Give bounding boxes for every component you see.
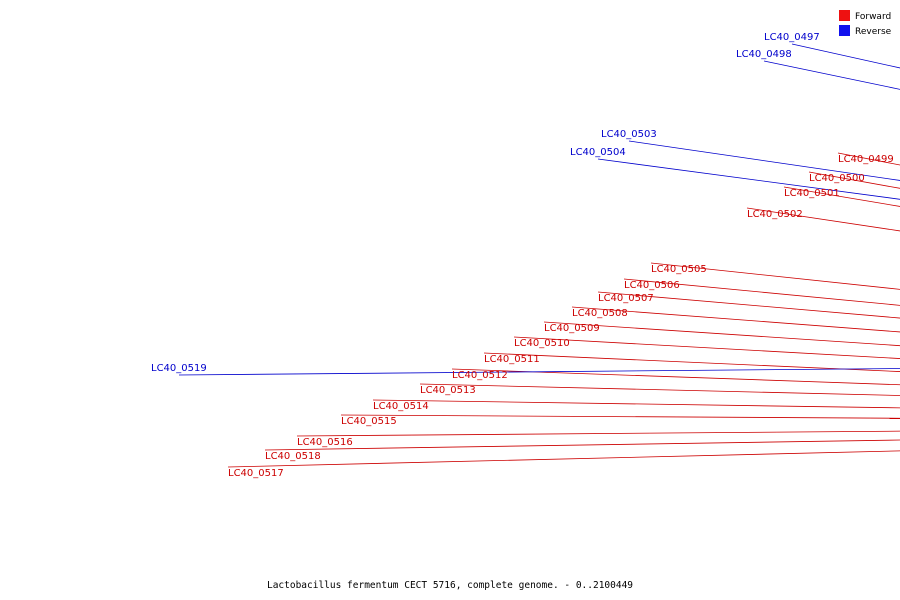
gene-label-lc40-0507[interactable]: LC40_0507 [598,293,654,304]
legend-reverse-label: Reverse [855,27,892,37]
gene-label-lc40-0498[interactable]: LC40_0498 [736,49,792,60]
gene-leader-line [451,368,900,386]
gene-leader-line [227,450,900,468]
gene-label-lc40-0508[interactable]: LC40_0508 [572,308,628,319]
gene-label-lc40-0502[interactable]: LC40_0502 [747,209,803,220]
gene-leader-line [543,321,900,347]
gene-leader-line [837,152,900,166]
gene-label-lc40-0510[interactable]: LC40_0510 [514,338,570,349]
gene-label-lc40-0497[interactable]: LC40_0497 [764,32,820,43]
gene-leader-line [571,306,900,333]
gene-label-lc40-0505[interactable]: LC40_0505 [651,264,707,275]
gene-label-lc40-0515[interactable]: LC40_0515 [341,416,397,427]
gene-labels: LC40_0497 LC40_0498 LC40_0499 LC40_0500 LC40… [151,32,894,479]
gene-label-lc40-0503[interactable]: LC40_0503 [601,129,657,140]
gene-label-lc40-0512[interactable]: LC40_0512 [452,370,508,381]
gene-label-lc40-0511[interactable]: LC40_0511 [484,354,540,365]
legend-forward-label: Forward [855,12,891,22]
gene-label-lc40-0509[interactable]: LC40_0509 [544,323,600,334]
legend-reverse-swatch [839,25,850,36]
gene-label-leaders [178,43,900,468]
gene-leader-line [419,383,900,396]
gene-leader-line [483,352,900,372]
gene-leader-line [372,399,900,409]
gene-leader-line [178,368,900,376]
gene-label-lc40-0517[interactable]: LC40_0517 [228,468,284,479]
gene-label-lc40-0506[interactable]: LC40_0506 [624,280,680,291]
gene-leader-line [296,430,900,437]
gene-label-lc40-0501[interactable]: LC40_0501 [784,188,840,199]
legend: Forward Reverse [839,10,892,37]
genome-caption: Lactobacillus fermentum CECT 5716, compl… [267,580,633,591]
gene-label-lc40-0514[interactable]: LC40_0514 [373,401,429,412]
gene-leader-line [783,186,900,207]
gene-label-lc40-0518[interactable]: LC40_0518 [265,451,321,462]
gene-label-lc40-0513[interactable]: LC40_0513 [420,385,476,396]
gene-leader-line [808,171,900,189]
legend-forward-swatch [839,10,850,21]
gene-label-lc40-0499[interactable]: LC40_0499 [838,154,894,165]
gene-label-lc40-0504[interactable]: LC40_0504 [570,147,626,158]
gene-leader-line [650,262,900,290]
gene-leader-line [513,336,900,359]
gene-leader-line [264,439,900,451]
gene-label-lc40-0519[interactable]: LC40_0519 [151,363,207,374]
gene-leader-line [340,414,900,419]
gene-leader-line [791,43,900,69]
gene-label-lc40-0500[interactable]: LC40_0500 [809,173,865,184]
gene-label-lc40-0516[interactable]: LC40_0516 [297,437,353,448]
gene-leader-line [763,60,900,90]
gene-leader-line [597,291,900,319]
